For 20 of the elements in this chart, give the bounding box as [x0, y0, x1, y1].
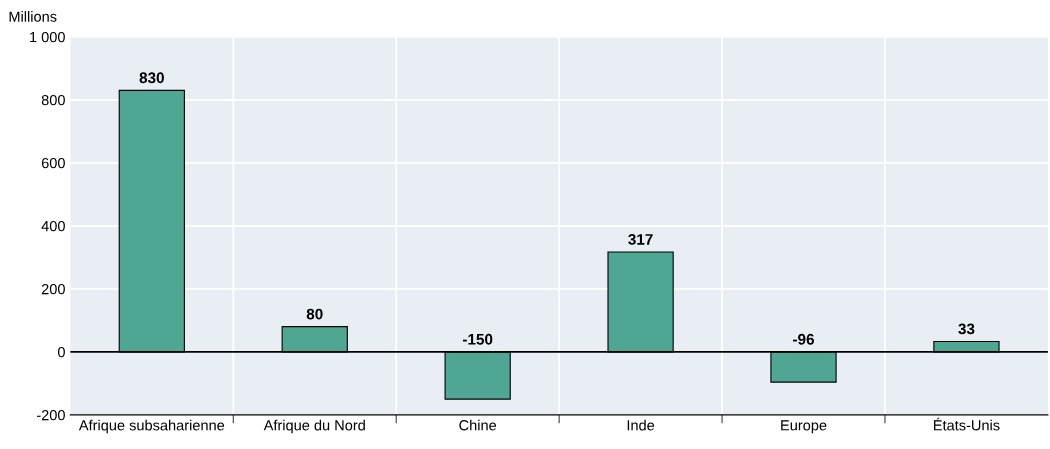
y-tick-label: 800 — [41, 94, 65, 106]
data-label: 33 — [958, 323, 975, 335]
x-tick-label: États-Unis — [934, 417, 1000, 431]
data-label: 80 — [306, 308, 323, 320]
x-tick-label: Afrique du Nord — [263, 419, 365, 434]
data-label: -96 — [793, 333, 814, 345]
x-tick-label: Afrique subsaharienne — [78, 419, 225, 434]
y-tick-label: 400 — [41, 220, 65, 232]
y-tick-label: 200 — [41, 283, 65, 295]
x-tick-label: Inde — [627, 419, 655, 431]
data-label: 317 — [628, 233, 653, 245]
y-axis-title: Millions — [9, 11, 57, 22]
y-tick-label: -200 — [36, 409, 65, 421]
data-label: -150 — [462, 333, 493, 345]
data-label: 830 — [139, 72, 164, 84]
y-tick-label: 0 — [57, 346, 65, 358]
y-tick-label: 1 000 — [30, 31, 65, 43]
y-tick-label: 600 — [41, 157, 65, 169]
x-tick-label: Europe — [781, 420, 827, 434]
x-tick-label: Chine — [459, 419, 497, 431]
